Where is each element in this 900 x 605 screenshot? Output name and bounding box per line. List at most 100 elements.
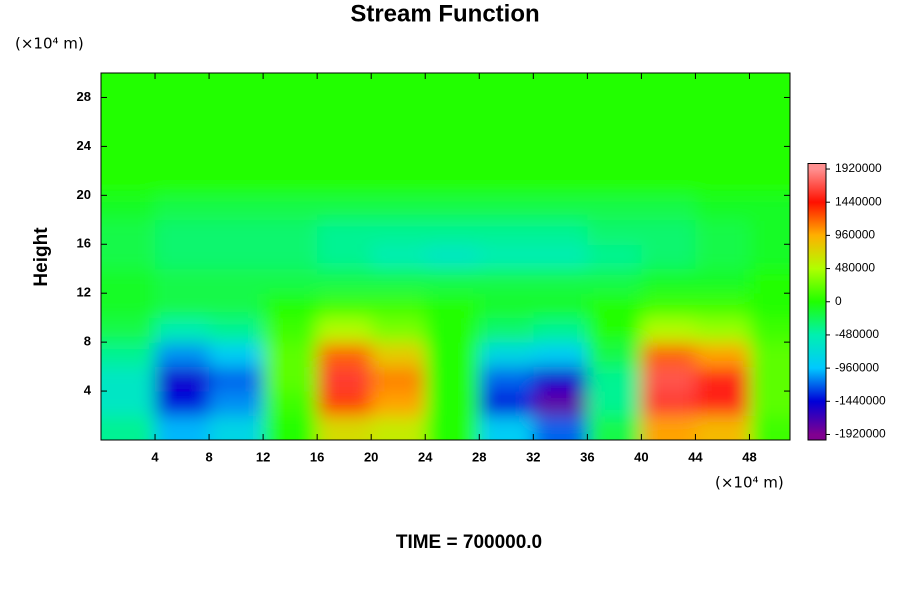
field-cell (101, 293, 156, 319)
x-tick-label: 20 (364, 449, 378, 464)
field-cell (209, 366, 264, 392)
field-cell (101, 268, 156, 294)
field-cell (101, 146, 156, 172)
field-cell (209, 391, 264, 417)
field-cell (155, 97, 210, 123)
field-cell (371, 293, 426, 319)
field-cell (641, 268, 696, 294)
field-cell (425, 121, 480, 147)
y-unit: (×10⁴ m) (15, 35, 84, 53)
field-cell (749, 121, 790, 147)
field-cell (695, 146, 750, 172)
field-cell (155, 366, 210, 392)
field-cell (263, 219, 318, 245)
field-cell (371, 366, 426, 392)
colorbar-tick-label: -1440000 (835, 393, 886, 407)
field-cell (371, 342, 426, 368)
field-cell (155, 146, 210, 172)
field-cell (641, 73, 696, 98)
field-cell (695, 342, 750, 368)
field-cell (425, 342, 480, 368)
field-cell (695, 415, 750, 440)
field-cell (695, 244, 750, 270)
field-cell (317, 317, 372, 343)
field-cell (263, 97, 318, 123)
field-cell (641, 244, 696, 270)
field-cell (263, 73, 318, 98)
field-cell (533, 244, 588, 270)
field-cell (533, 170, 588, 196)
colorbar-tick-label: 960000 (835, 228, 875, 242)
field-cell (587, 293, 642, 319)
field-cell (371, 415, 426, 440)
field-cell (263, 121, 318, 147)
field-cell (155, 293, 210, 319)
field-cell (101, 170, 156, 196)
field-cell (263, 415, 318, 440)
field-cell (641, 121, 696, 147)
field-cell (479, 195, 534, 221)
field-cell (263, 317, 318, 343)
field-cell (533, 366, 588, 392)
field-cell (371, 195, 426, 221)
field-cell (587, 268, 642, 294)
field-cell (317, 219, 372, 245)
field-cell (155, 268, 210, 294)
colorbar-tick-label: 0 (835, 294, 842, 308)
field-cell (749, 97, 790, 123)
y-tick-label: 16 (77, 236, 91, 251)
field-cell (749, 244, 790, 270)
field-cell (641, 317, 696, 343)
field-cell (749, 317, 790, 343)
field-cell (479, 219, 534, 245)
field-cell (317, 170, 372, 196)
field-cell (263, 146, 318, 172)
field-cell (209, 317, 264, 343)
field-cell (101, 97, 156, 123)
field-cell (101, 391, 156, 417)
field-cell (263, 244, 318, 270)
field-cell (371, 97, 426, 123)
field-cell (317, 73, 372, 98)
field-cell (425, 293, 480, 319)
field-cell (641, 342, 696, 368)
plot-frame (100, 72, 791, 441)
field-cell (317, 244, 372, 270)
field-cell (479, 293, 534, 319)
field-cell (425, 366, 480, 392)
field-cell (101, 415, 156, 440)
field-cell (317, 121, 372, 147)
field-cell (749, 73, 790, 98)
field-cell (425, 268, 480, 294)
field-cell (371, 170, 426, 196)
field-cell (209, 195, 264, 221)
field-cell (533, 415, 588, 440)
field-cell (587, 415, 642, 440)
field-cell (263, 293, 318, 319)
field-cell (749, 391, 790, 417)
colorbar-tick-label: 480000 (835, 261, 875, 275)
colorbar-tick-label: -960000 (835, 360, 879, 374)
y-tick-label: 28 (77, 89, 91, 104)
field-cell (101, 366, 156, 392)
field-cell (155, 244, 210, 270)
field-cell (695, 317, 750, 343)
field-cell (749, 342, 790, 368)
field-cell (209, 97, 264, 123)
colorbar-tick-label: -1920000 (835, 427, 886, 441)
field-cell (209, 219, 264, 245)
field-cell (587, 170, 642, 196)
y-tick-label: 4 (84, 383, 92, 398)
y-axis-label: Height (31, 227, 52, 287)
field-cell (479, 73, 534, 98)
field-cell (155, 73, 210, 98)
field-cell (155, 219, 210, 245)
field-cell (317, 195, 372, 221)
field-cell (317, 268, 372, 294)
field-cell (479, 244, 534, 270)
x-tick-label: 8 (205, 449, 212, 464)
field-cell (695, 219, 750, 245)
field-cell (209, 244, 264, 270)
field-cell (425, 317, 480, 343)
field-cell (695, 170, 750, 196)
